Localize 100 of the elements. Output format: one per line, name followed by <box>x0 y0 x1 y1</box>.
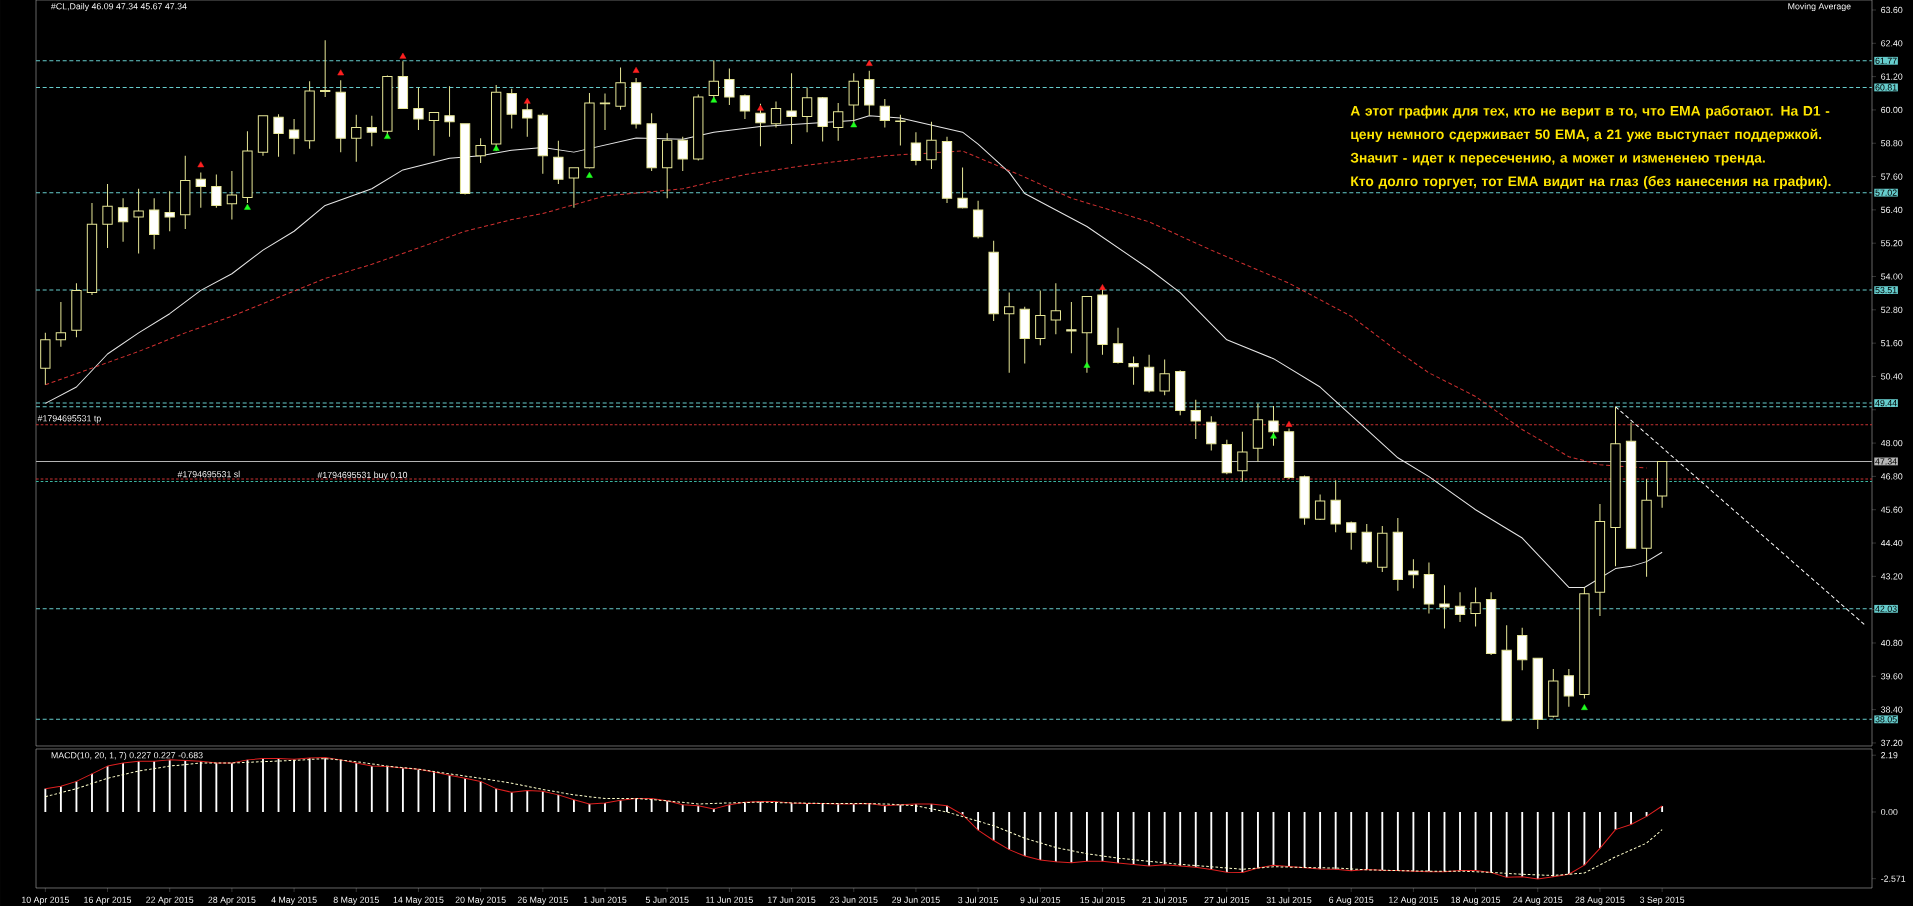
y-tick-label: 56.40 <box>1881 206 1903 213</box>
x-tick-label: 4 May 2015 <box>271 896 317 905</box>
x-tick-label: 18 Aug 2015 <box>1451 896 1501 905</box>
y-tick-label: 63.60 <box>1881 6 1903 14</box>
y-tick-label: 45.60 <box>1880 506 1903 513</box>
candlestick <box>957 166 968 209</box>
candlestick <box>475 137 486 164</box>
y-tick-label: 44.40 <box>1880 539 1903 547</box>
candlestick <box>86 202 98 296</box>
candlestick <box>459 123 471 196</box>
candlestick <box>926 121 937 170</box>
x-tick-label: 20 May 2015 <box>455 896 506 905</box>
ref-line-label: 42.03 <box>1875 605 1897 612</box>
candlestick <box>1081 296 1093 374</box>
candlestick <box>102 183 113 249</box>
candlestick <box>972 200 984 239</box>
x-tick-label: 28 Aug 2015 <box>1575 896 1625 905</box>
point <box>1270 432 1277 439</box>
point <box>1099 284 1106 290</box>
candlestick <box>833 102 844 142</box>
candlestick <box>397 60 409 110</box>
x-tick-label: 9 Jul 2015 <box>1020 896 1061 904</box>
candlestick <box>180 155 191 230</box>
candlestick <box>1517 627 1528 671</box>
annotation: Moving Average <box>1788 2 1851 12</box>
candlestick <box>1330 479 1341 533</box>
y-tick-label: 50.40 <box>1881 373 1903 380</box>
candlestick <box>304 80 315 150</box>
candlestick <box>149 197 160 250</box>
candlestick <box>1314 493 1326 521</box>
y-tick-label: 57.60 <box>1881 173 1903 180</box>
candlestick <box>1610 406 1621 567</box>
candlestick <box>444 85 455 138</box>
candlestick <box>1066 301 1077 354</box>
candlestick <box>677 136 688 172</box>
x-tick-label: 14 May 2015 <box>393 896 444 905</box>
point <box>197 161 205 168</box>
point <box>757 104 764 111</box>
ref-line-label: 57.02 <box>1875 189 1897 196</box>
x-tick-label: 31 Jul 2015 <box>1266 896 1312 904</box>
candlestick <box>1501 624 1512 722</box>
candlestick <box>1143 354 1155 394</box>
candlestick <box>273 113 284 158</box>
candlestick <box>786 72 797 145</box>
candlestick <box>71 282 82 338</box>
y-tick-label: 55.20 <box>1881 240 1903 247</box>
y-tick-label: 52.80 <box>1881 306 1903 313</box>
y-tick-label: 43.20 <box>1880 573 1903 580</box>
candlestick <box>1097 285 1108 356</box>
candlestick <box>895 114 906 146</box>
candlestick <box>257 115 269 157</box>
ref-line-label: 38.05 <box>1875 716 1897 723</box>
candlestick <box>1283 427 1295 480</box>
y-tick-label: 61.20 <box>1881 73 1903 80</box>
candlestick <box>1050 282 1061 335</box>
candlestick <box>599 93 611 131</box>
x-tick-label: 26 May 2015 <box>517 896 568 905</box>
candlestick <box>801 86 813 133</box>
candlestick <box>1035 289 1046 346</box>
point <box>523 97 531 104</box>
candlestick <box>195 171 206 209</box>
x-tick-label: 28 Apr 2015 <box>208 896 256 905</box>
candlestick <box>1579 586 1590 700</box>
candlestick <box>1641 478 1652 578</box>
y-tick-label: 48.00 <box>1880 439 1903 447</box>
candlestick <box>335 79 346 153</box>
candlestick <box>879 98 890 128</box>
candlestick <box>1532 657 1543 730</box>
point <box>337 69 345 76</box>
y-tick-label: 62.40 <box>1881 40 1903 47</box>
candlestick <box>1392 517 1404 592</box>
candlestick <box>1175 369 1186 416</box>
candlestick <box>817 96 828 143</box>
candlestick <box>693 93 704 161</box>
candlestick <box>910 131 922 166</box>
candlestick <box>55 301 67 348</box>
chart-title: MACD(10, 20, 1, 7) 0.227 0.227 -0.683 <box>51 751 203 761</box>
y-tick-label: 58.80 <box>1881 140 1903 147</box>
x-tick-label: 3 Sep 2015 <box>1639 896 1685 905</box>
ref-line-label: 49.44 <box>1875 399 1897 407</box>
y-tick-label: 40.80 <box>1880 639 1903 647</box>
candlestick <box>1206 415 1217 452</box>
candlestick <box>708 60 719 103</box>
y-tick-label: -2.571 <box>1881 875 1906 882</box>
x-tick-label: 8 May 2015 <box>333 896 379 905</box>
candlestick <box>1004 292 1015 374</box>
x-tick-label: 16 Apr 2015 <box>84 896 132 905</box>
point <box>384 133 391 139</box>
candlestick <box>288 118 300 155</box>
candlestick <box>568 167 580 209</box>
point <box>1285 421 1293 427</box>
x-tick-label: 22 Apr 2015 <box>146 896 194 905</box>
candlestick <box>1159 359 1170 396</box>
candlestick <box>226 170 238 221</box>
candlestick <box>988 240 999 322</box>
candlestick <box>537 112 548 175</box>
x-tick-label: 3 Jul 2015 <box>958 896 999 904</box>
candlestick <box>1470 586 1481 628</box>
candlestick <box>1563 668 1575 708</box>
y-tick-label: 51.60 <box>1881 340 1903 347</box>
